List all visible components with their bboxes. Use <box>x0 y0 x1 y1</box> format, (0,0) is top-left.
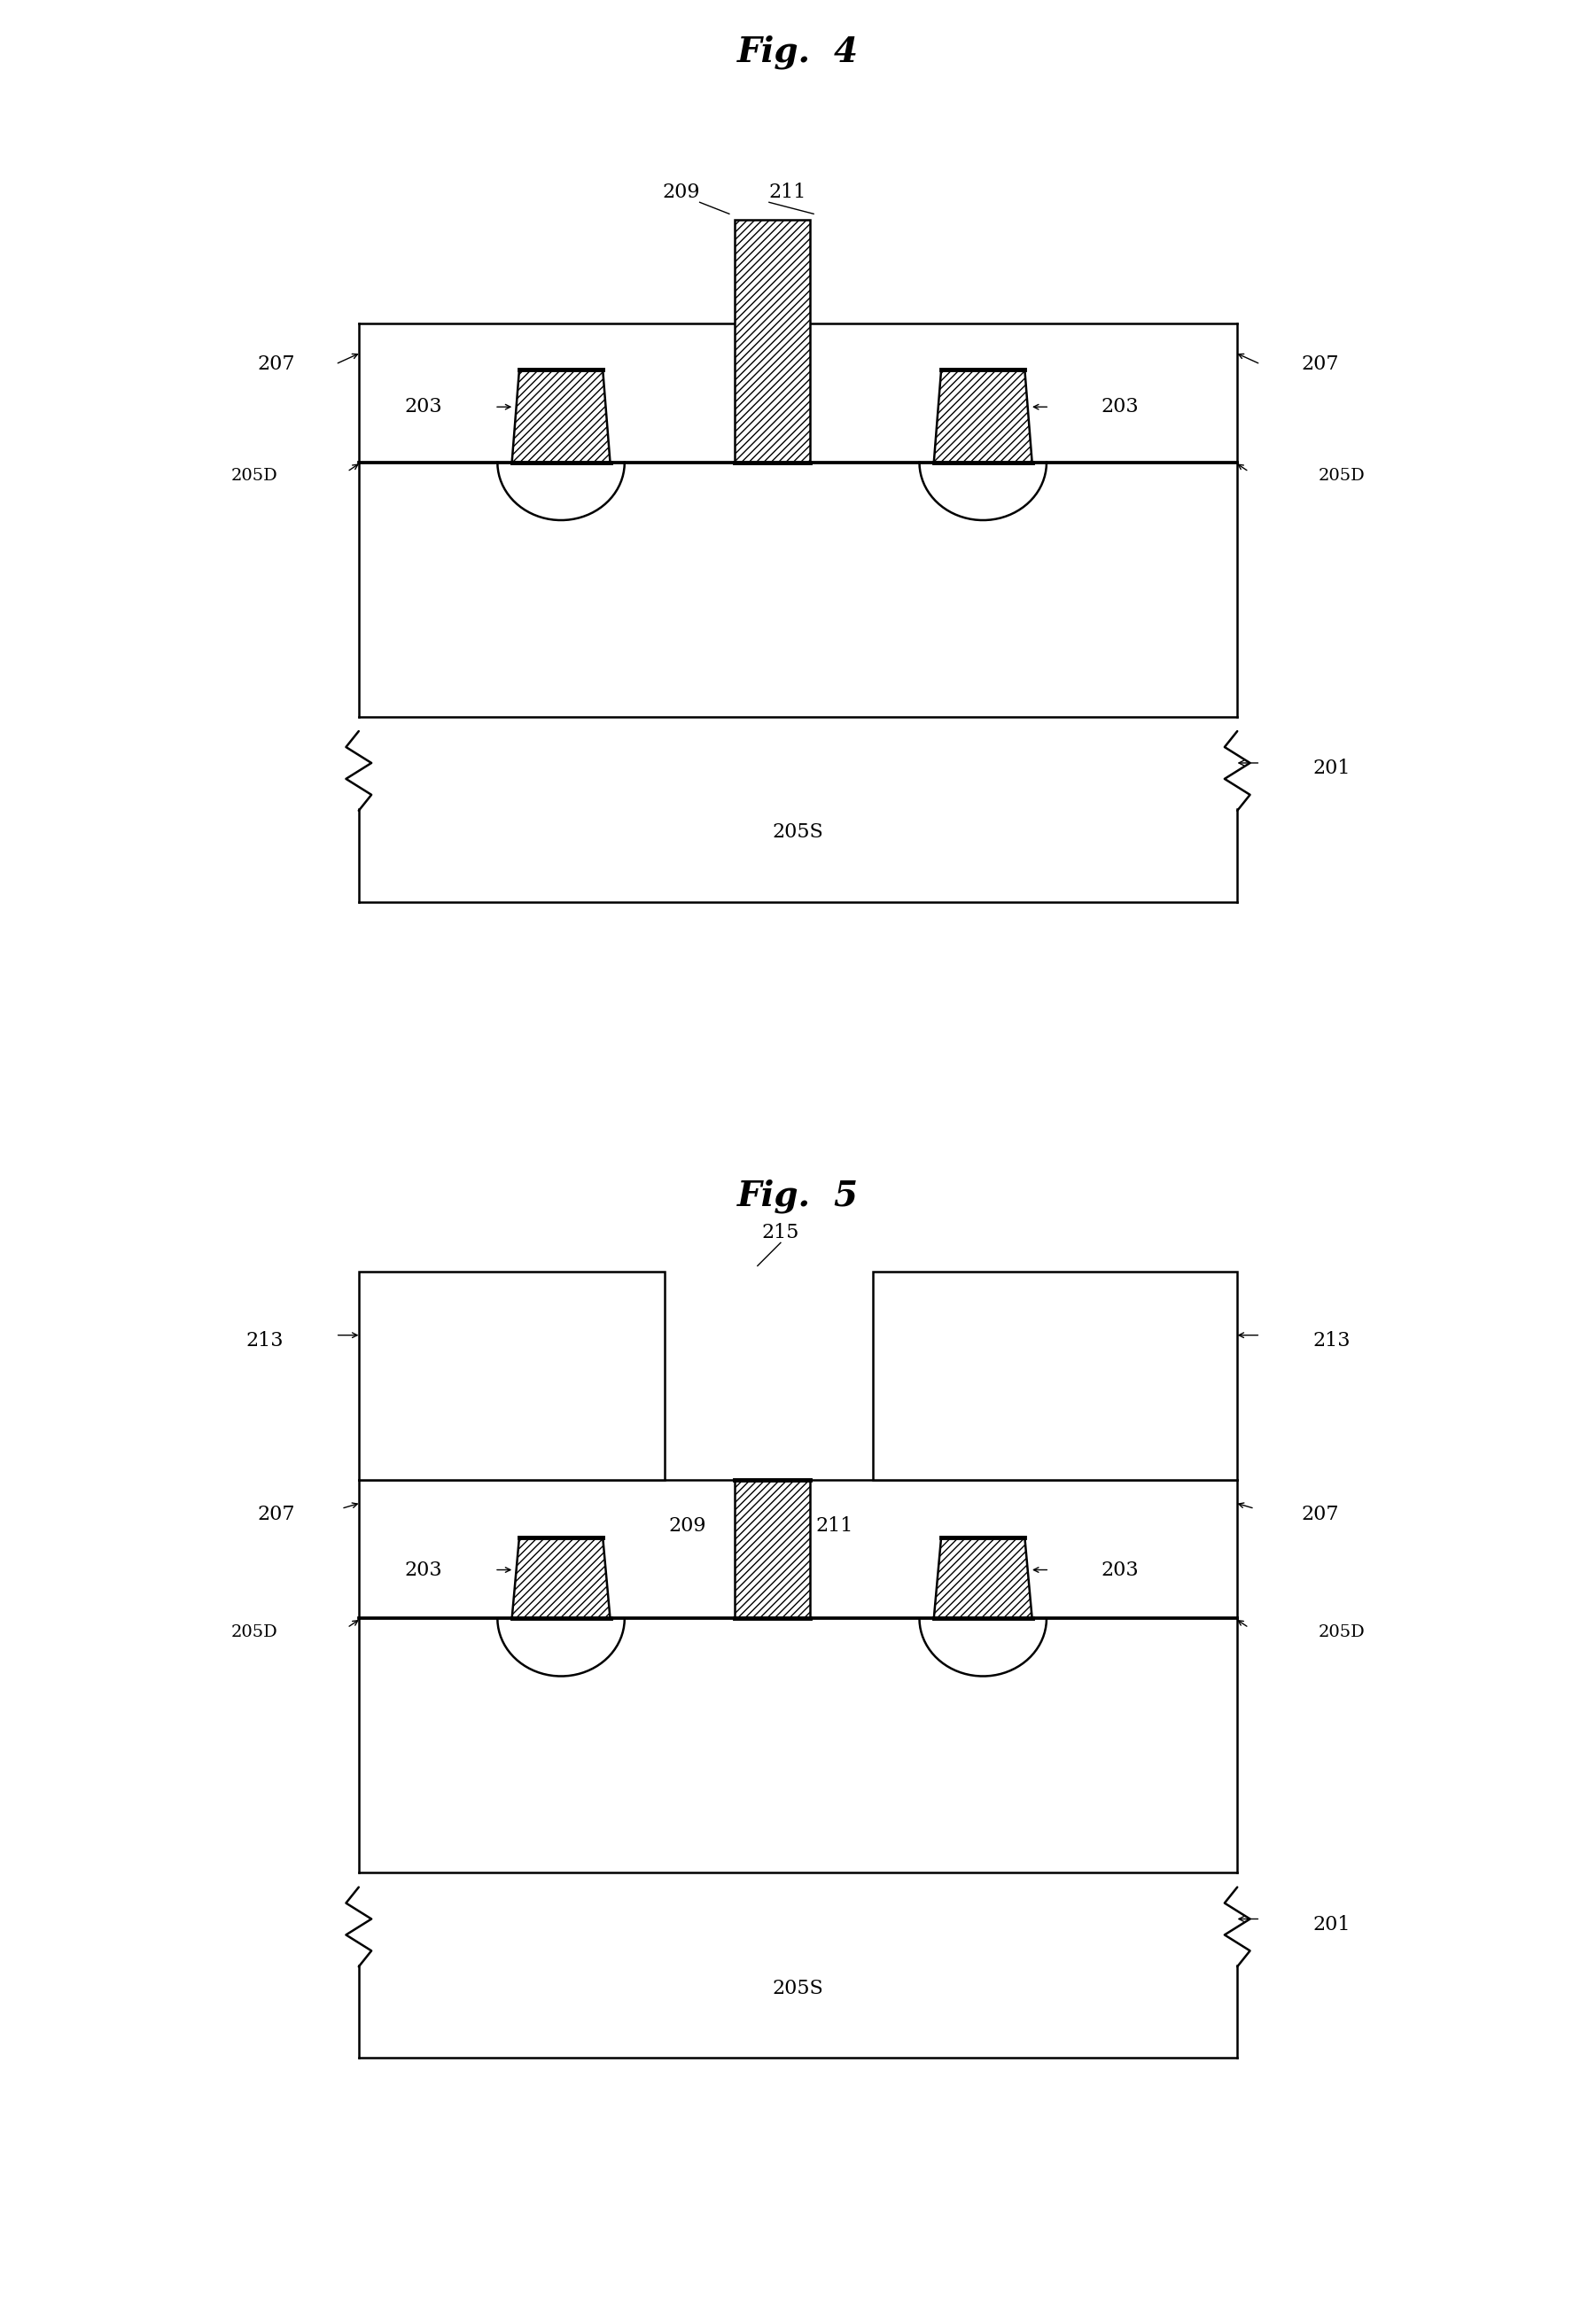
Polygon shape <box>512 370 610 462</box>
Text: 201: 201 <box>1312 758 1350 779</box>
Polygon shape <box>736 220 811 462</box>
Text: 211: 211 <box>816 1517 854 1535</box>
Text: 207: 207 <box>1301 1505 1339 1524</box>
Text: Fig.  5: Fig. 5 <box>737 1179 859 1214</box>
Text: 213: 213 <box>246 1332 284 1350</box>
Polygon shape <box>873 1272 1237 1480</box>
Polygon shape <box>934 370 1033 462</box>
Text: 203: 203 <box>405 1561 442 1579</box>
Text: 205S: 205S <box>772 823 824 842</box>
Text: 207: 207 <box>1301 354 1339 375</box>
Text: 205D: 205D <box>1318 1625 1365 1639</box>
Text: 203: 203 <box>1101 1561 1140 1579</box>
Text: 205D: 205D <box>231 469 278 483</box>
Text: 211: 211 <box>769 183 806 203</box>
Polygon shape <box>512 1537 610 1618</box>
Text: 205S: 205S <box>772 1979 824 1998</box>
Text: 205D: 205D <box>231 1625 278 1639</box>
Text: 207: 207 <box>257 1505 295 1524</box>
Text: Fig.  4: Fig. 4 <box>737 35 859 69</box>
Text: 209: 209 <box>662 183 699 203</box>
Text: 213: 213 <box>1312 1332 1350 1350</box>
Polygon shape <box>934 1537 1033 1618</box>
Polygon shape <box>736 1480 811 1618</box>
Text: 209: 209 <box>669 1517 705 1535</box>
Text: 215: 215 <box>761 1223 800 1242</box>
Polygon shape <box>359 1272 666 1480</box>
Text: 201: 201 <box>1312 1914 1350 1935</box>
Text: 203: 203 <box>405 398 442 416</box>
Text: 205D: 205D <box>1318 469 1365 483</box>
Text: 207: 207 <box>257 354 295 375</box>
Text: 203: 203 <box>1101 398 1140 416</box>
